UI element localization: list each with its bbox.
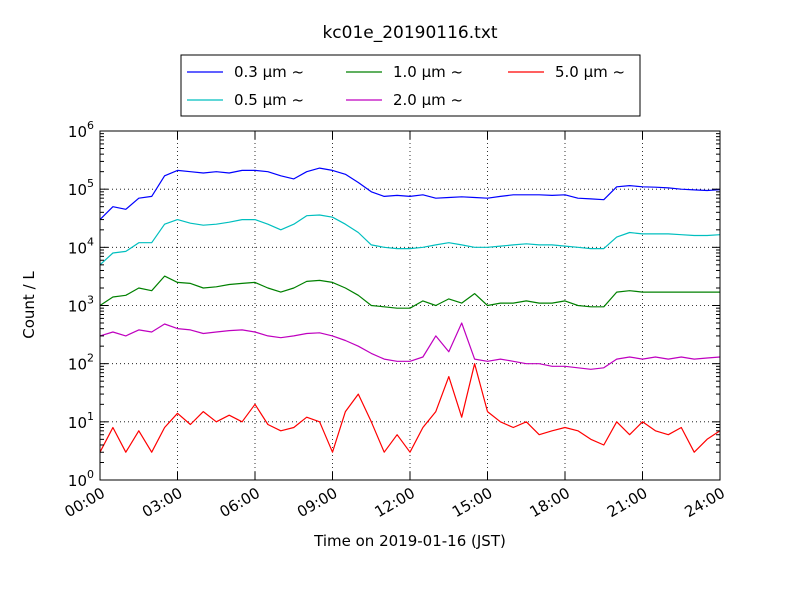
legend-box — [180, 54, 641, 117]
chart-title: kc01e_20190116.txt — [322, 23, 497, 43]
x-tick-label: 12:00 — [372, 484, 418, 521]
legend-label-4: 5.0 μm ~ — [555, 63, 625, 81]
series-line-4 — [99, 363, 721, 453]
legend-label-1: 0.5 μm ~ — [234, 91, 304, 109]
legend-label-3: 2.0 μm ~ — [393, 91, 463, 109]
y-tick-label: 106 — [68, 119, 94, 141]
grid — [100, 131, 720, 480]
legend-label-2: 1.0 μm ~ — [393, 63, 463, 81]
series-line-1 — [99, 214, 721, 266]
series-line-3 — [99, 322, 721, 370]
y-tick-label: 100 — [68, 468, 94, 490]
legend-label-0: 0.3 μm ~ — [234, 63, 304, 81]
y-axis-label: Count / L — [20, 271, 38, 339]
y-tick-label: 105 — [68, 177, 94, 199]
x-tick-label: 06:00 — [217, 484, 263, 521]
y-tick-label: 104 — [68, 235, 94, 257]
y-tick-label: 103 — [68, 294, 94, 316]
series-line-2 — [99, 275, 720, 309]
x-tick-label: 15:00 — [449, 484, 495, 521]
x-tick-label: 24:00 — [682, 484, 728, 521]
x-tick-label: 03:00 — [139, 484, 185, 521]
y-tick-label: 101 — [68, 410, 94, 432]
legend: 0.3 μm ~ 0.5 μm ~ 1.0 μm ~ 2.0 μm ~ 5.0 μm ~ — [180, 54, 641, 117]
series-line-0 — [99, 167, 721, 221]
x-tick-label: 18:00 — [527, 484, 573, 521]
series-lines — [99, 167, 721, 453]
y-tick-label: 102 — [68, 352, 94, 374]
x-tick-label: 21:00 — [604, 484, 650, 521]
x-axis-label: Time on 2019-01-16 (JST) — [313, 532, 506, 550]
x-tick-label: 09:00 — [294, 484, 340, 521]
x-tick-labels: 00:00 03:00 06:00 09:00 12:00 15:00 18:00 21:00… — [62, 484, 728, 521]
axis-ticks — [99, 130, 721, 481]
y-tick-labels: 100 101 102 103 104 105 106 — [68, 119, 94, 490]
